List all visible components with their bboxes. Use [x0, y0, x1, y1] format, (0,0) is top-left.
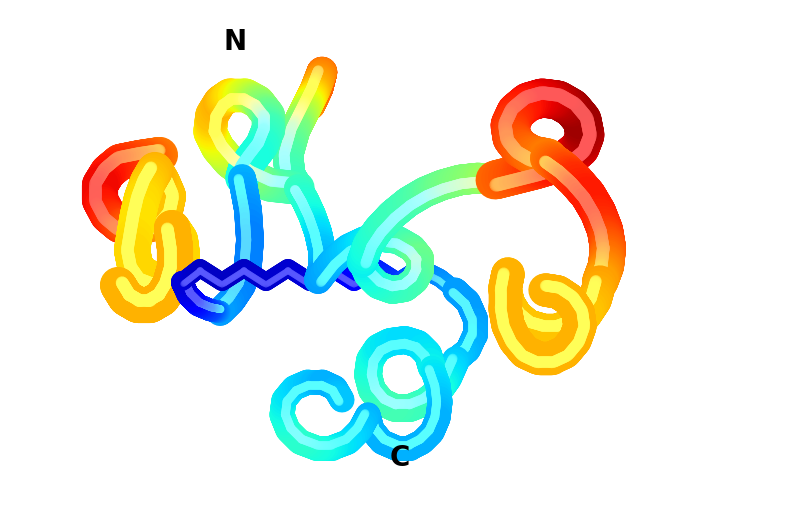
Text: C: C	[390, 444, 410, 472]
Text: N: N	[224, 28, 247, 56]
